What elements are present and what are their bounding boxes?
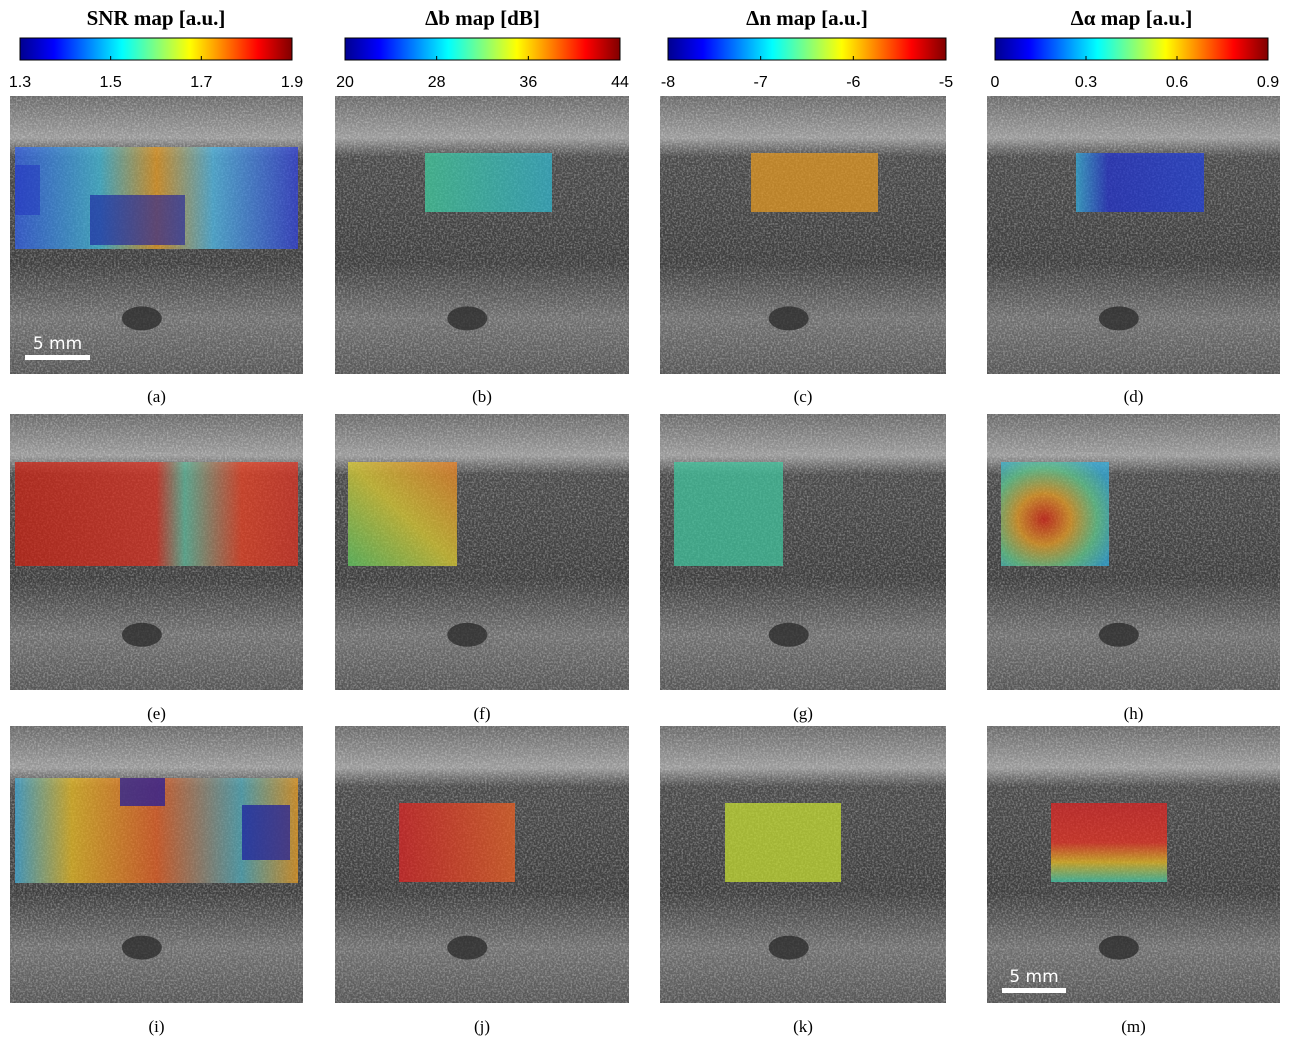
panel-caption: (k) [793,1017,813,1036]
colorbar [20,38,292,60]
speckle [335,96,629,374]
colorbar-tick-label: 20 [336,74,354,91]
parameter-overlay [348,462,457,566]
parameter-overlay [1001,462,1109,566]
panel-caption: (b) [472,387,492,406]
panel-caption: (i) [148,1017,164,1036]
colorbar-title: SNR map [a.u.] [87,6,226,30]
vessel [447,306,487,330]
panel-caption: (m) [1121,1017,1146,1036]
colorbar-tick-label: 28 [428,74,446,91]
blob [120,778,165,806]
colorbar-tick-label: 0 [991,74,1000,91]
vessel [122,623,162,647]
figure: SNR map [a.u.] 1.3 1.5 1.7 1.9 Δb map [dB] 20 2… [0,0,1300,1044]
colorbar-title: Δα map [a.u.] [1071,6,1193,30]
vessel [769,306,809,330]
vessel [1099,623,1139,647]
scale-bar-label: 5 mm [33,334,82,354]
colorbar [345,38,620,60]
parameter-overlay [399,803,515,882]
colorbar [668,38,946,60]
colorbar-tick-label: 1.7 [190,74,212,91]
panel-caption: (f) [474,704,491,723]
colorbar-tick-label: 1.9 [281,74,303,91]
colorbar-tick-label: 0.3 [1075,74,1097,91]
panel-caption: (a) [147,387,166,406]
colorbar-tick-label: 44 [611,74,629,91]
parameter-overlay [1076,153,1204,212]
colorbar-title: Δn map [a.u.] [746,6,868,30]
panel-caption: (c) [794,387,813,406]
colorbar-tick-label: -5 [939,74,953,91]
parameter-overlay [751,153,878,212]
colorbar-tick-label: 0.9 [1257,74,1279,91]
parameter-overlay [725,803,841,882]
colorbar-tick-label: 36 [519,74,537,91]
panel-caption: (d) [1124,387,1144,406]
panel-caption: (e) [147,704,166,723]
vessel [769,623,809,647]
panel-caption: (j) [474,1017,490,1036]
scale-bar-label: 5 mm [1009,967,1058,987]
speckle [660,96,946,374]
vessel [769,936,809,960]
blob [15,165,40,215]
blob [90,195,185,245]
colorbar-tick-label: -8 [661,74,675,91]
colorbar-tick-label: -6 [846,74,860,91]
vessel [447,623,487,647]
blob [242,805,290,860]
panel-caption: (g) [793,704,813,723]
scale-bar [25,355,90,360]
colorbar-tick-label: -7 [754,74,768,91]
colorbar-tick-label: 1.5 [100,74,122,91]
colorbar-tick-label: 1.3 [9,74,31,91]
scale-bar [1002,988,1066,993]
vessel [1099,936,1139,960]
vessel [1099,306,1139,330]
parameter-overlay [1051,803,1167,882]
vessel [447,936,487,960]
parameter-overlay [425,153,552,212]
parameter-overlay [674,462,783,566]
colorbar [995,38,1268,60]
speckle [987,96,1280,374]
parameter-overlay [15,462,298,566]
vessel [122,306,162,330]
colorbar-title: Δb map [dB] [425,6,540,30]
colorbar-tick-label: 0.6 [1166,74,1188,91]
panel-caption: (h) [1124,704,1144,723]
vessel [122,936,162,960]
